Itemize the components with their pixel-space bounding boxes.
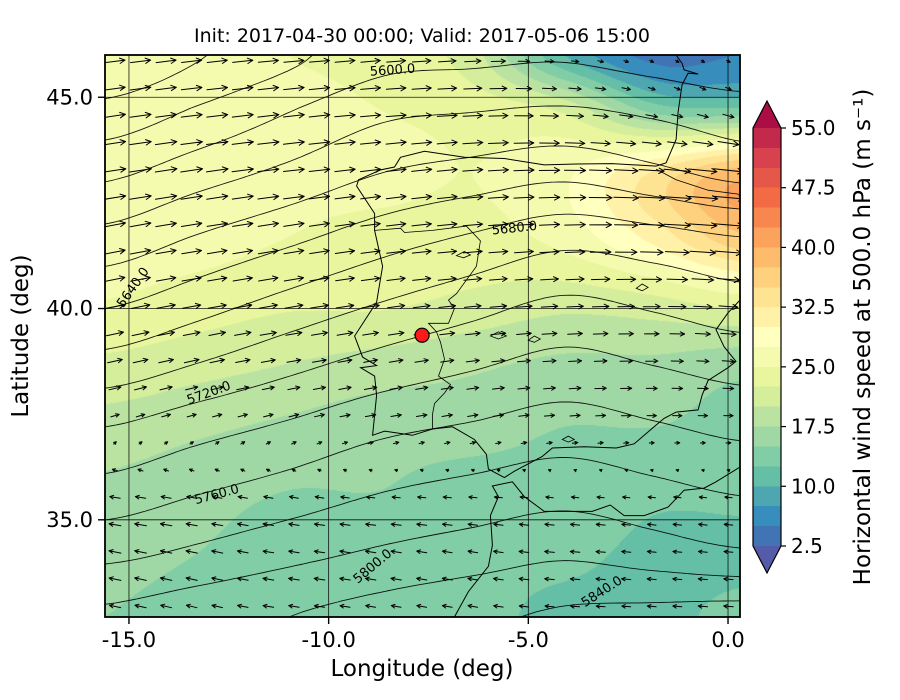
colorbar-tick-label: 2.5 <box>791 534 823 558</box>
axis-ticks-layer: -15.0 -10.0 -5.0 0.0 35.0 40.0 45.0 <box>46 85 744 652</box>
plot-frame <box>104 54 741 618</box>
colorbar-gradient <box>753 128 781 546</box>
graticule-layer <box>105 55 740 617</box>
country-border <box>655 168 740 195</box>
lake-outline <box>561 435 576 443</box>
contour-label: 5760.0 <box>193 482 241 508</box>
colorbar-tick-label: 32.5 <box>791 295 836 319</box>
lake-outline <box>635 283 649 292</box>
x-tick-label: -15.0 <box>102 628 156 652</box>
coastline <box>354 150 740 479</box>
coastline <box>655 55 699 167</box>
y-tick-label: 35.0 <box>46 508 93 532</box>
y-tick-label: 40.0 <box>46 297 93 321</box>
lake-outline <box>455 251 472 259</box>
contour-label: 5600.0 <box>369 62 415 80</box>
contour-label: 5680.0 <box>491 219 538 239</box>
plot-title: Init: 2017-04-30 00:00; Valid: 2017-05-0… <box>194 25 650 47</box>
colorbar-extend-bottom <box>753 546 781 573</box>
x-axis-label: Longitude (deg) <box>330 656 513 682</box>
colorbar-extend-top <box>753 101 781 128</box>
x-tick-label: -5.0 <box>508 628 549 652</box>
colorbar-label: Horizontal wind speed at 500.0 hPa (m s⁻… <box>850 89 876 586</box>
colorbar-tick-label: 10.0 <box>791 474 836 498</box>
colorbar-tick-label: 17.5 <box>791 415 836 439</box>
y-tick-label: 45.0 <box>46 85 93 109</box>
lake-outline <box>527 335 542 343</box>
geopotential-contour-lines <box>105 55 740 617</box>
x-tick-label: 0.0 <box>711 628 744 652</box>
geopotential-contours-layer <box>105 55 740 617</box>
colorbar-tick-label: 25.0 <box>791 355 836 379</box>
country-border <box>374 225 481 429</box>
lake-outline <box>489 331 508 340</box>
colorbar-tick-label: 47.5 <box>791 176 836 200</box>
colorbar: 55.0 47.5 40.0 32.5 25.0 17.5 10.0 2.5 <box>752 99 836 575</box>
wind-arrows-layer <box>105 57 740 609</box>
contour-labels-layer: 5600.05640.05680.05720.05760.05800.05840… <box>114 62 625 611</box>
colorbar-tick-label: 55.0 <box>791 116 836 140</box>
contour-label: 5720.0 <box>185 379 233 409</box>
x-tick-label: -10.0 <box>301 628 355 652</box>
wind-arrows <box>105 57 740 609</box>
y-axis-label: Latitude (deg) <box>8 254 34 417</box>
colorbar-tick-label: 40.0 <box>791 235 836 259</box>
location-marker <box>414 327 430 343</box>
